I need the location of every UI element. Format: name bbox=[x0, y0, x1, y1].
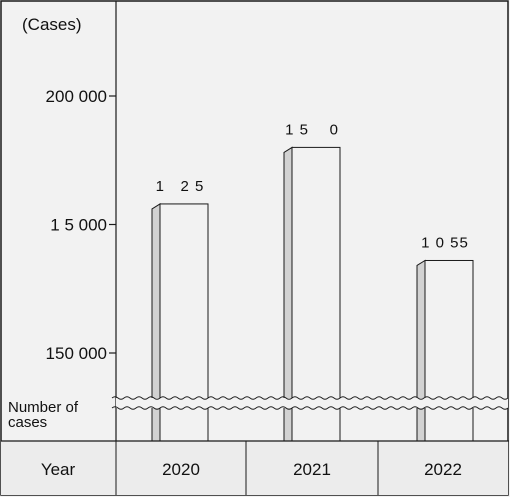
bar-data-label: 1 2 5 bbox=[156, 178, 205, 195]
y-break-label-line-1: Number of bbox=[8, 399, 79, 416]
y-axis-unit-label: (Cases) bbox=[22, 15, 82, 34]
y-tick-label: 200 000 bbox=[46, 87, 107, 106]
x-tick-labels: 2020 2021 2022 bbox=[162, 460, 462, 479]
bar-side bbox=[151, 203, 161, 441]
data-labels: 1 2 5 1 5 0 1 0 55 bbox=[156, 121, 469, 251]
bar bbox=[291, 146, 341, 441]
axis-break-line-top bbox=[111, 396, 509, 400]
axis-break-line-bottom bbox=[111, 406, 509, 410]
x-tick-label: 2022 bbox=[424, 460, 462, 479]
y-ticks: 200 000 1 5 000 150 000 bbox=[46, 87, 116, 363]
bar-data-label: 1 5 0 bbox=[285, 121, 339, 138]
category-row-background bbox=[1, 441, 508, 495]
axis-break-gap bbox=[116, 398, 508, 408]
bar-data-label: 1 0 55 bbox=[421, 234, 469, 251]
x-tick-label: 2020 bbox=[162, 460, 200, 479]
y-break-label: Number of cases bbox=[8, 399, 82, 431]
bar bbox=[424, 259, 474, 441]
x-axis-title: Year bbox=[41, 460, 76, 479]
y-break-label-line-2: cases bbox=[8, 414, 47, 431]
y-tick-label: 150 000 bbox=[46, 344, 107, 363]
x-tick-label: 2021 bbox=[293, 460, 331, 479]
bar-side bbox=[416, 259, 426, 441]
bar-side bbox=[283, 146, 293, 441]
y-tick-label: 1 5 000 bbox=[50, 216, 107, 235]
bars bbox=[151, 146, 474, 441]
